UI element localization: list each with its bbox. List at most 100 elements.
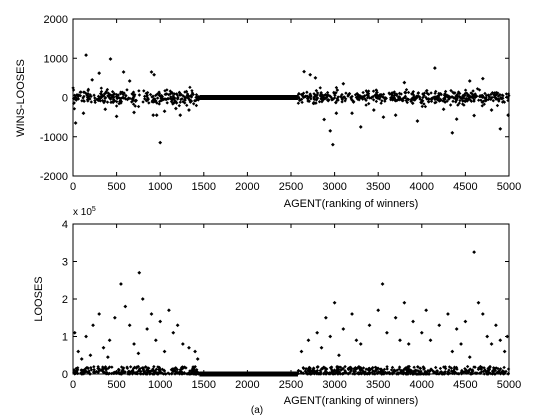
bottom-data-point — [100, 368, 105, 372]
top-data-point — [483, 96, 487, 100]
top-data-point — [414, 95, 419, 99]
bottom-data-point — [405, 365, 410, 369]
top-data-point — [471, 89, 475, 93]
top-data-point — [107, 92, 111, 97]
top-data-point — [162, 109, 167, 114]
bottom-data-point — [350, 312, 354, 316]
top-data-point — [305, 90, 309, 94]
bottom-data-point — [415, 365, 420, 369]
bottom-data-point — [447, 365, 452, 369]
bottom-data-point — [418, 366, 422, 371]
top-x-tick-label: 3500 — [366, 181, 390, 193]
bottom-data-point — [446, 312, 450, 316]
bottom-data-point — [338, 365, 343, 370]
top-data-point — [163, 92, 167, 97]
top-data-point — [72, 107, 77, 111]
bottom-data-point — [320, 367, 324, 371]
top-data-point — [399, 92, 403, 96]
top-data-point — [159, 95, 164, 100]
top-data-point — [378, 93, 382, 97]
bottom-data-point — [147, 366, 151, 370]
bottom-data-point — [411, 319, 415, 324]
top-data-point — [365, 91, 370, 95]
top-data-point — [142, 94, 147, 99]
bottom-x-tick-label: 500 — [107, 379, 125, 391]
top-data-point — [429, 91, 433, 95]
top-data-point — [401, 96, 405, 101]
bottom-data-point — [190, 368, 194, 372]
bottom-data-point — [455, 367, 459, 371]
top-y-tick-label: -2000 — [40, 171, 68, 183]
top-data-point — [451, 99, 455, 104]
top-data-point — [100, 98, 105, 103]
bottom-x-tick-label: 4000 — [410, 379, 434, 391]
bottom-data-point — [88, 353, 93, 358]
top-data-point — [467, 79, 472, 83]
top-data-point — [460, 102, 465, 106]
top-data-point — [445, 99, 449, 103]
top-data-point — [84, 91, 88, 96]
top-data-point — [397, 95, 402, 99]
top-data-point — [178, 100, 182, 104]
top-data-point — [439, 92, 443, 97]
top-data-point — [141, 100, 145, 104]
top-data-point — [433, 91, 437, 95]
bottom-data-point — [371, 369, 375, 373]
top-data-point — [169, 97, 173, 101]
top-data-point — [433, 101, 437, 105]
top-data-point — [480, 104, 484, 108]
top-data-point — [160, 98, 164, 102]
top-data-point — [447, 94, 451, 98]
top-data-point — [300, 100, 304, 105]
top-y-tick-label: 2000 — [44, 14, 68, 26]
top-data-point — [470, 95, 475, 99]
top-data-point — [393, 98, 398, 102]
top-data-point — [96, 94, 101, 99]
top-data-point — [298, 98, 302, 103]
bottom-data-point — [128, 365, 133, 369]
top-data-point — [323, 97, 327, 101]
top-data-point — [495, 103, 500, 108]
bottom-data-point — [162, 349, 167, 354]
top-data-point — [332, 96, 337, 100]
bottom-data-point — [92, 365, 96, 369]
bottom-y-multiplier-exponent: 5 — [92, 206, 96, 213]
top-data-point — [487, 95, 492, 99]
top-data-point — [320, 96, 325, 100]
top-data-point — [314, 88, 319, 93]
top-zero-band — [199, 95, 298, 100]
bottom-data-point — [174, 370, 178, 374]
bottom-data-point — [152, 364, 156, 369]
top-data-point — [395, 98, 400, 102]
bottom-data-point — [89, 365, 93, 370]
bottom-data-point — [307, 367, 311, 372]
top-data-point — [361, 90, 365, 95]
top-data-point — [358, 125, 363, 129]
bottom-data-point — [83, 369, 87, 374]
top-data-point — [114, 104, 119, 108]
bottom-data-point — [87, 369, 91, 373]
top-data-point — [189, 99, 194, 103]
top-data-point — [437, 91, 441, 96]
top-data-point — [438, 98, 442, 102]
top-data-point — [184, 95, 188, 100]
top-data-point — [306, 94, 310, 99]
top-data-point — [397, 91, 402, 96]
top-data-point — [183, 98, 187, 102]
top-data-point — [137, 89, 141, 93]
top-data-point — [476, 98, 481, 102]
bottom-data-point — [141, 369, 146, 373]
top-data-point — [148, 92, 153, 97]
top-data-point — [131, 96, 135, 100]
top-data-point — [128, 96, 132, 101]
top-data-point — [502, 100, 507, 104]
top-data-point — [383, 99, 387, 103]
top-data-point — [340, 92, 344, 97]
top-data-point — [404, 98, 408, 103]
top-data-point — [334, 111, 339, 116]
bottom-data-point — [171, 330, 176, 335]
bottom-data-point — [79, 368, 83, 372]
bottom-data-point — [378, 370, 382, 374]
bottom-data-point — [466, 370, 470, 374]
top-data-point — [299, 92, 304, 97]
